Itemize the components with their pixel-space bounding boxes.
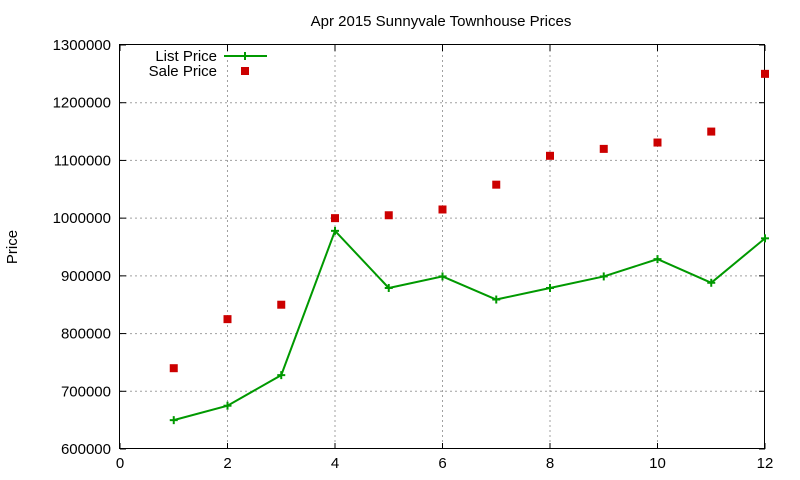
legend-marker-sale-price bbox=[241, 67, 249, 75]
data-point-sale-price bbox=[438, 205, 447, 214]
legend-marker-list-price bbox=[224, 52, 267, 60]
y-tick-label: 700000 bbox=[61, 383, 111, 400]
data-point-sale-price bbox=[492, 180, 501, 189]
data-point-sale-price bbox=[223, 315, 232, 324]
data-point-sale-price bbox=[707, 127, 716, 136]
data-point-sale-price bbox=[599, 144, 608, 153]
x-tick-label: 6 bbox=[438, 455, 446, 472]
x-tick-label: 12 bbox=[757, 455, 774, 472]
data-point-list-price bbox=[546, 283, 554, 292]
x-tick-label: 0 bbox=[116, 455, 124, 472]
legend-point-list-price bbox=[241, 52, 249, 60]
data-point-sale-price bbox=[653, 138, 662, 147]
legend-point-sale-price bbox=[241, 67, 249, 75]
y-tick-label: 1100000 bbox=[54, 152, 111, 169]
data-point-list-price bbox=[438, 272, 447, 281]
data-point-sale-price bbox=[331, 214, 339, 223]
data-point-list-price bbox=[599, 272, 608, 281]
grid bbox=[120, 45, 765, 449]
y-tick-label: 1300000 bbox=[53, 37, 111, 54]
data-point-list-price bbox=[277, 371, 286, 380]
y-tick-label: 900000 bbox=[61, 268, 111, 285]
series bbox=[169, 69, 769, 425]
y-tick-label: 1200000 bbox=[53, 95, 111, 112]
data-point-list-price bbox=[223, 401, 232, 410]
y-tick-label: 800000 bbox=[61, 326, 111, 343]
legend-label-sale-price: Sale Price bbox=[149, 63, 217, 80]
legend: List Price Sale Price bbox=[149, 48, 267, 80]
data-point-list-price bbox=[331, 226, 339, 235]
y-tick-label: 1000000 bbox=[53, 210, 111, 227]
data-point-list-price bbox=[384, 283, 393, 292]
data-point-sale-price bbox=[761, 69, 769, 78]
data-point-list-price bbox=[169, 416, 178, 425]
data-point-sale-price bbox=[384, 211, 393, 220]
data-point-sale-price bbox=[169, 364, 178, 373]
y-axis-label: Price bbox=[4, 230, 21, 264]
chart-title: Apr 2015 Sunnyvale Townhouse Prices bbox=[311, 13, 572, 30]
legend-label-list-price: List Price bbox=[155, 48, 217, 65]
data-point-sale-price bbox=[546, 151, 554, 160]
data-point-list-price bbox=[492, 295, 501, 304]
series-line-list-price bbox=[173, 228, 766, 422]
x-tick-label: 4 bbox=[331, 455, 339, 472]
data-point-list-price bbox=[761, 234, 769, 243]
y-tick-label: 600000 bbox=[61, 441, 111, 458]
data-point-list-price bbox=[653, 255, 662, 264]
data-point-list-price bbox=[707, 278, 716, 287]
data-point-sale-price bbox=[277, 300, 286, 309]
x-tick-label: 2 bbox=[223, 455, 231, 472]
plot-frame bbox=[119, 44, 765, 449]
x-tick-label: 8 bbox=[546, 455, 554, 472]
x-tick-label: 10 bbox=[649, 455, 666, 472]
